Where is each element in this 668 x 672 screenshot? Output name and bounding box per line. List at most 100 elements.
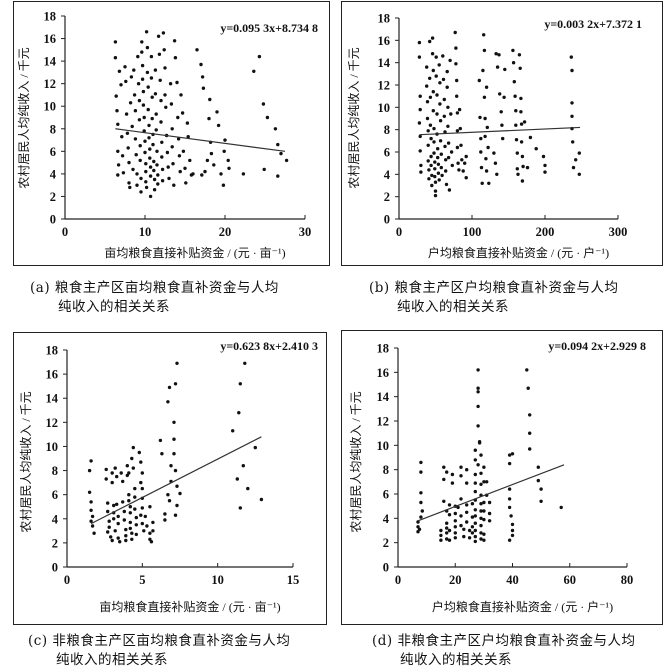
data-point [87, 490, 92, 494]
data-point [462, 527, 466, 531]
data-point [133, 486, 137, 491]
regression-equation: y=0.094 2x+2.929 8 [548, 339, 646, 353]
data-point [484, 157, 488, 161]
data-point [160, 167, 165, 172]
data-point [191, 172, 195, 176]
data-point [465, 520, 469, 524]
data-point [141, 103, 146, 107]
data-point [473, 508, 477, 512]
data-point [476, 424, 480, 428]
y-axis-title: 农村居民人均纯收入 / 千元 [17, 47, 31, 188]
data-point [165, 150, 170, 155]
caption-label: (b) [369, 280, 390, 296]
data-point [503, 67, 507, 72]
data-point [445, 521, 449, 525]
data-point [145, 45, 150, 50]
data-point [106, 509, 110, 514]
y-tick-label: 18 [44, 10, 57, 24]
data-point [510, 528, 515, 533]
data-point [528, 431, 532, 435]
data-point [160, 140, 164, 144]
data-point [110, 538, 114, 543]
panel-d-caption: (d) 非粮食主产区户均粮食直补资金与人均 纯收入的相关关系 [372, 632, 635, 670]
data-point [167, 385, 172, 390]
data-point [141, 89, 146, 94]
data-point [215, 110, 219, 114]
data-point [106, 530, 110, 534]
data-point [528, 413, 532, 417]
caption-text: 非粮食主产区亩均粮食直补资金与人均 [52, 633, 291, 649]
data-point [172, 452, 176, 456]
data-point [122, 518, 127, 522]
x-tick-label: 0 [395, 573, 401, 587]
y-tick-label: 18 [377, 342, 390, 356]
y-tick-label: 6 [52, 488, 58, 502]
data-point [136, 54, 140, 59]
data-point [430, 183, 434, 188]
data-point [116, 149, 120, 153]
data-point [176, 137, 181, 141]
data-point [495, 172, 499, 176]
y-tick-label: 12 [377, 415, 390, 429]
panel-c-caption: (c) 非粮食主产区亩均粮食直补资金与人均 纯收入的相关关系 [28, 632, 290, 670]
data-point [442, 97, 446, 102]
data-point [139, 480, 143, 485]
data-point [486, 145, 490, 150]
data-point [183, 166, 187, 170]
data-point [149, 54, 154, 59]
data-point [453, 536, 457, 540]
data-point [570, 114, 574, 119]
data-point [497, 53, 501, 57]
x-tick-label: 20 [449, 573, 462, 587]
data-point [257, 54, 262, 59]
data-point [479, 531, 483, 535]
data-point [431, 90, 435, 94]
data-point [479, 516, 483, 520]
x-tick-label: 30 [299, 225, 312, 239]
data-point [177, 154, 182, 158]
data-point [128, 101, 133, 105]
data-point [175, 361, 179, 365]
data-point [428, 39, 432, 44]
data-point [89, 500, 93, 504]
data-point [116, 173, 120, 177]
data-point [147, 136, 151, 140]
data-point [444, 169, 448, 173]
data-point [473, 458, 477, 462]
panel-b: 0 2 4 6 8 10 12 14 16 18 0 100 200 300 户均粮食直接补贴资金 / (元… [334, 0, 668, 320]
data-point [134, 532, 138, 537]
data-point [238, 382, 242, 386]
data-point [519, 110, 523, 114]
data-point [513, 94, 517, 98]
data-point [543, 170, 547, 174]
data-point [89, 519, 93, 523]
data-point [559, 505, 563, 510]
data-point [425, 65, 429, 69]
data-point [437, 63, 441, 67]
data-point [116, 536, 120, 540]
data-point [447, 503, 452, 507]
data-point [514, 138, 519, 142]
y-tick-label: 14 [44, 55, 57, 69]
data-point [115, 474, 119, 479]
data-point [482, 500, 486, 505]
data-point [168, 82, 173, 86]
y-axis-title: 农村居民人均纯收入 / 千元 [349, 391, 363, 532]
data-point [485, 480, 489, 484]
data-point [499, 110, 503, 114]
data-point [200, 75, 205, 79]
data-point [445, 526, 449, 530]
data-point [173, 382, 178, 386]
data-point [465, 503, 469, 507]
data-point [570, 68, 574, 73]
data-point [473, 521, 477, 525]
data-point [142, 529, 146, 533]
data-point [507, 453, 512, 457]
data-point [429, 163, 433, 168]
data-point [432, 126, 436, 131]
data-point [444, 182, 449, 187]
data-point [159, 98, 163, 103]
data-point [416, 520, 420, 524]
y-tick-label: 14 [377, 390, 390, 404]
data-point [419, 163, 423, 168]
